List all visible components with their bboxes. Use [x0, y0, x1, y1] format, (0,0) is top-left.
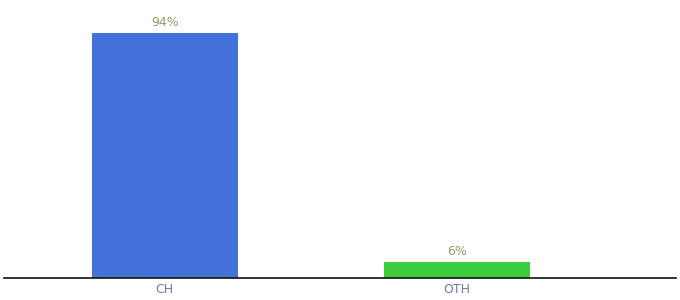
Text: 6%: 6%: [447, 245, 466, 258]
Text: 94%: 94%: [151, 16, 179, 29]
Bar: [92, 33, 238, 278]
Bar: [384, 262, 530, 278]
